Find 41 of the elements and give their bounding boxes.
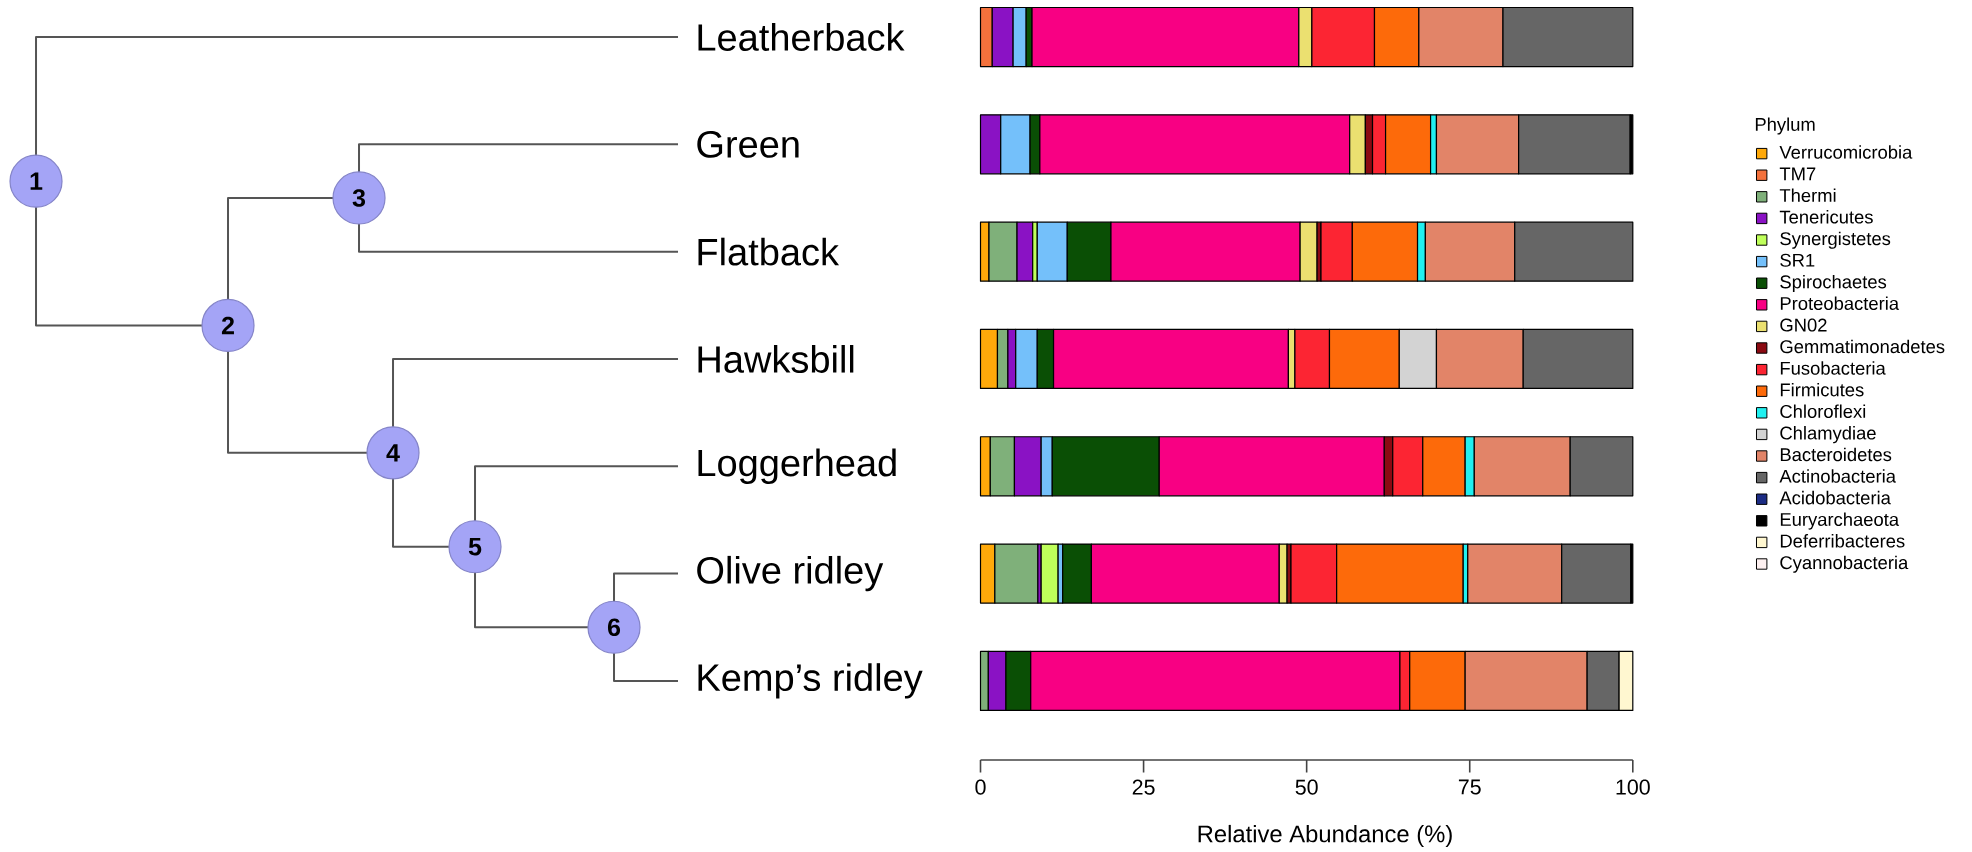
x-tick-label: 0 <box>975 779 986 795</box>
text: 4 <box>386 444 400 462</box>
text: 6 <box>607 618 621 637</box>
x-tick-label: 50 <box>1295 779 1318 795</box>
legend-label: Fusobacteria <box>1780 361 1886 375</box>
text: 5 <box>468 538 482 556</box>
legend-label: Proteobacteria <box>1780 296 1900 310</box>
y-tick-label: Leatherback <box>698 23 905 51</box>
text: 2 <box>221 316 234 335</box>
text: 3 <box>352 189 366 207</box>
legend-label: SR1 <box>1780 253 1815 267</box>
y-tick-label: Olive ridley <box>697 555 884 592</box>
legend-label: Gemmatimonadetes <box>1780 339 1945 354</box>
legend-title: Phylum <box>1755 117 1815 135</box>
y-tick-label: Flatback <box>698 237 840 266</box>
legend-label: Spirochaetes <box>1780 274 1887 293</box>
legend-label: Deferribacteres <box>1780 534 1905 548</box>
y-tick-label: Green <box>697 130 799 158</box>
legend-label: Thermi <box>1779 188 1836 202</box>
legend-label: Bacteroidetes <box>1780 447 1892 462</box>
legend-label: Tenericutes <box>1779 210 1873 224</box>
y-tick-label: Hawksbill <box>698 345 854 373</box>
legend-label: Actinobacteria <box>1779 469 1896 483</box>
legend-label: Euryarchaeota <box>1780 512 1900 530</box>
text: 1 <box>30 172 43 190</box>
x-tick-label: 25 <box>1132 779 1155 795</box>
legend-label: Chlamydiae <box>1780 426 1876 444</box>
legend-label: GN02 <box>1780 318 1827 332</box>
y-tick-label: Loggerhead <box>698 448 896 484</box>
legend-label: Verrucomicrobia <box>1779 145 1913 159</box>
x-axis-title: Relative Abundance (%) <box>1198 824 1452 848</box>
y-tick-label: Kemp’s ridley <box>698 663 923 699</box>
bar <box>1040 543 1059 604</box>
legend-label: Firmicutes <box>1780 382 1864 397</box>
legend-label: Acidobacteria <box>1779 490 1891 505</box>
x-tick-label: 75 <box>1458 779 1481 795</box>
legend-label: TM7 <box>1779 167 1816 181</box>
x-tick-label: 100 <box>1616 779 1650 795</box>
legend-label: Chloroflexi <box>1780 404 1866 418</box>
legend-label: Synergistetes <box>1780 231 1891 249</box>
legend-label: Cyannobacteria <box>1780 555 1909 573</box>
